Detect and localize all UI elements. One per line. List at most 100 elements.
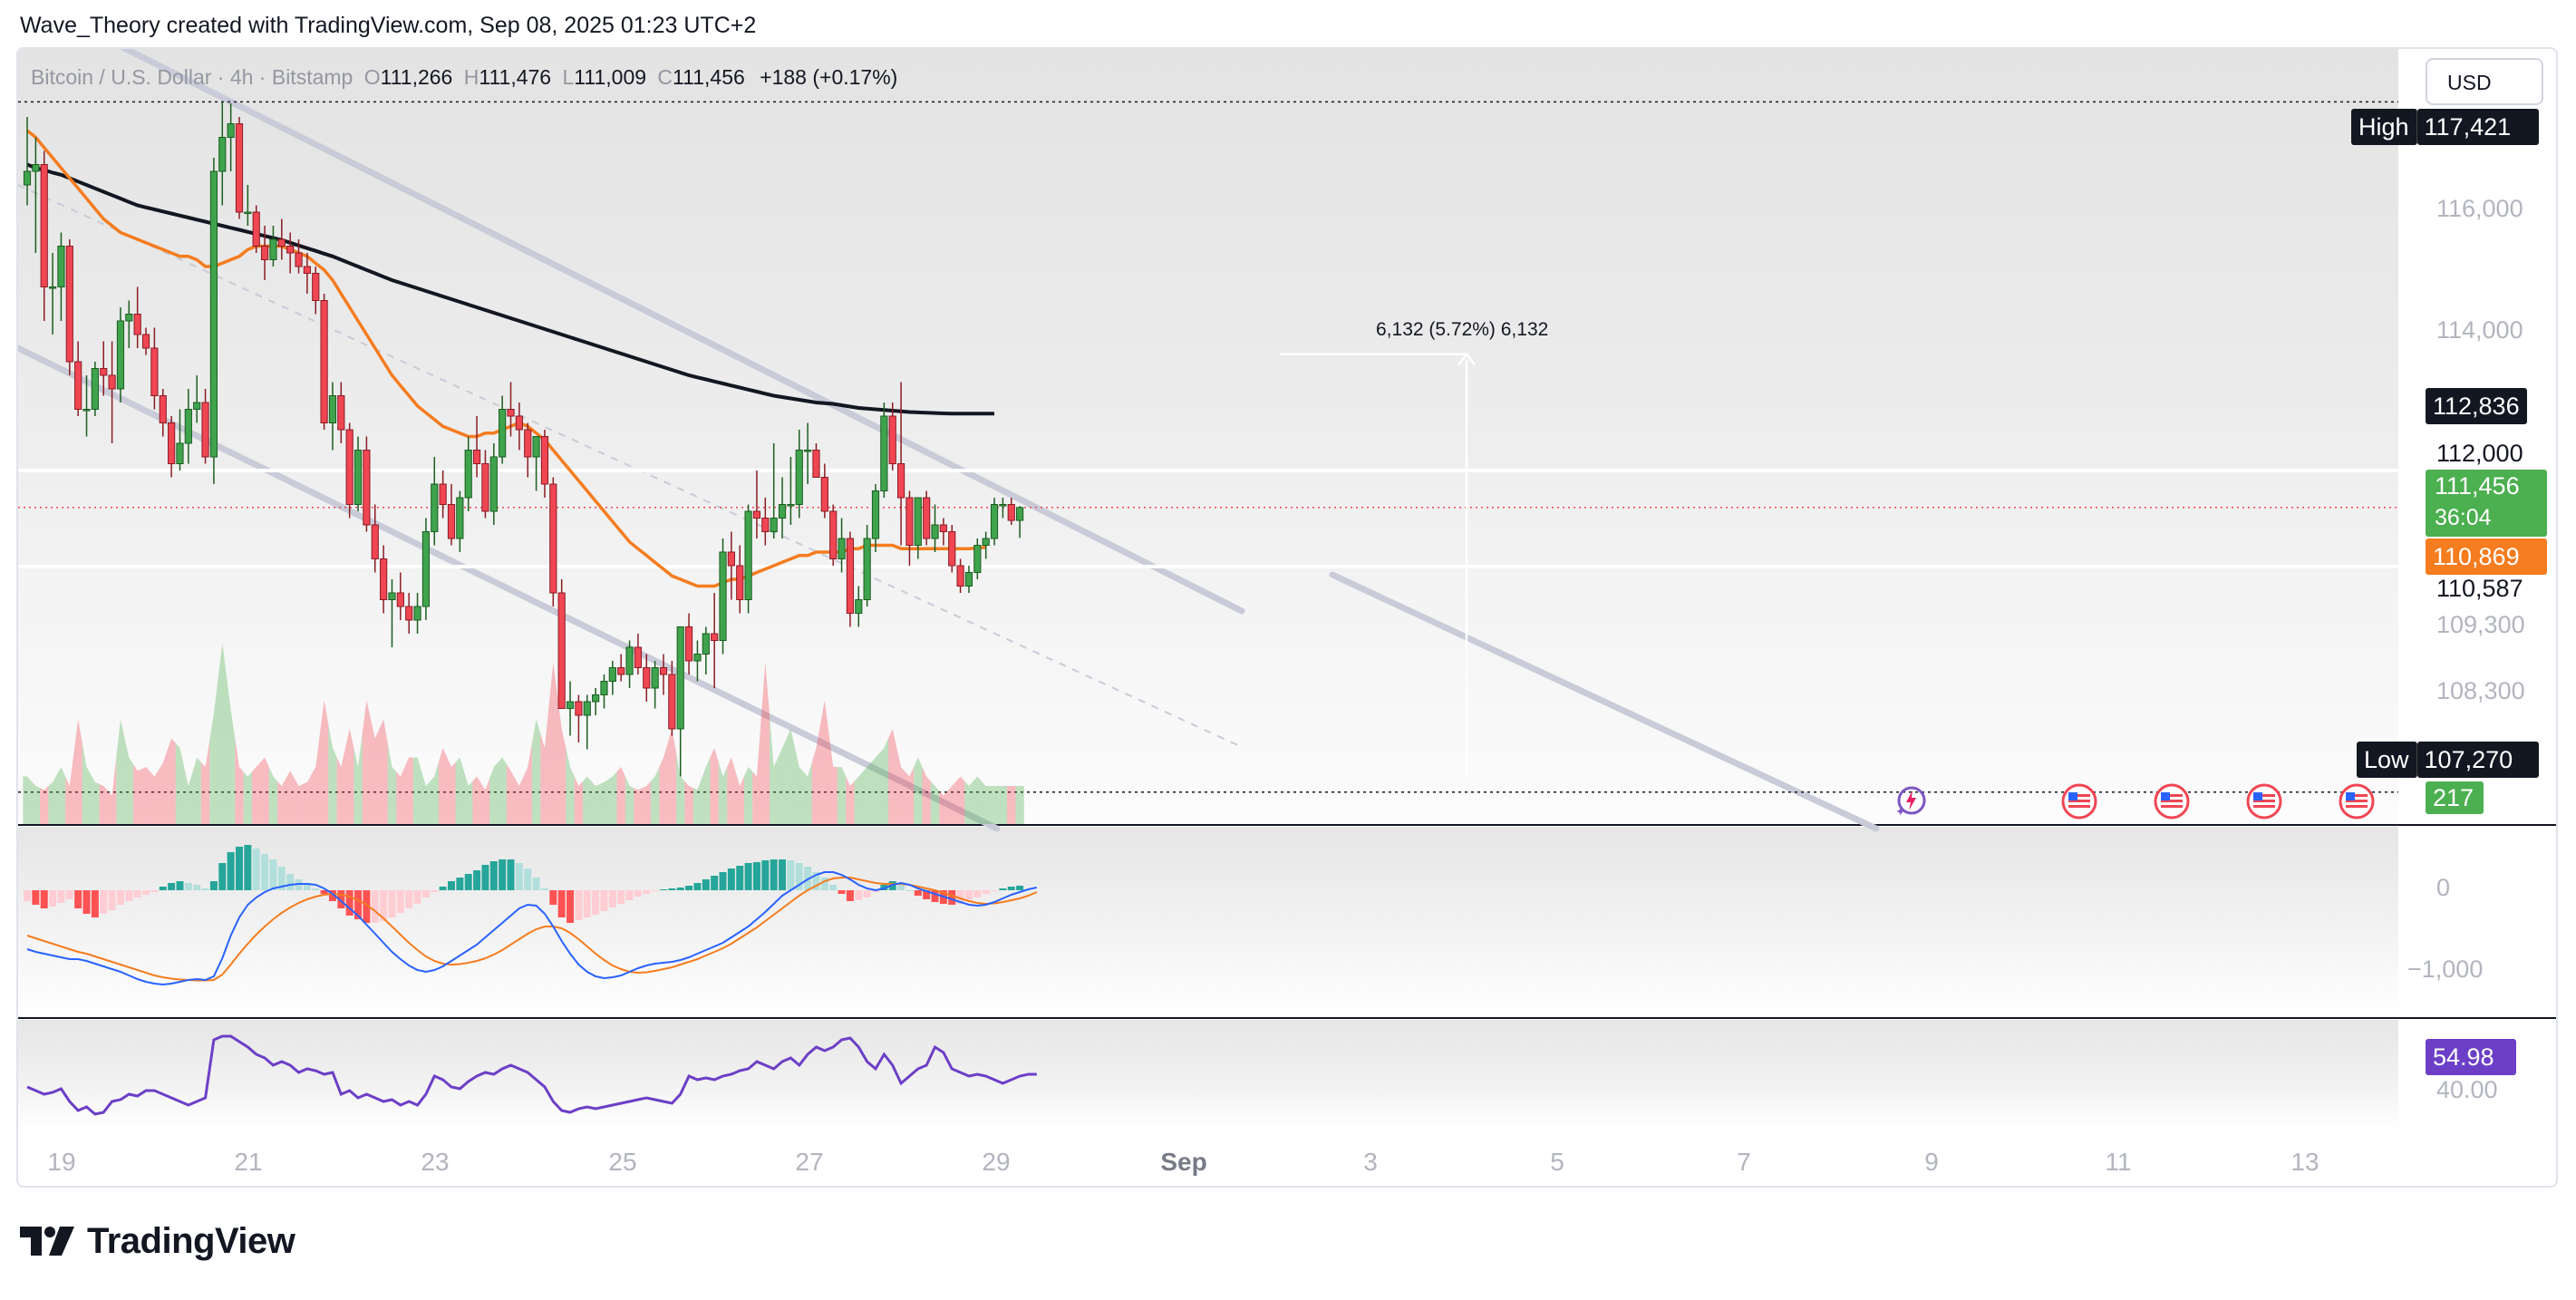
volume-bar [735,771,744,824]
macd-histogram-bar [711,876,719,890]
macd-histogram-bar [74,890,82,908]
candle [57,232,65,321]
volume-bar [820,700,829,824]
volume-bar [608,771,617,824]
volume-bar [209,678,218,824]
candle [838,518,846,573]
flash-event-icon[interactable]: ✦ [1893,783,1927,819]
macd-histogram-bar [354,890,363,919]
candle-body [464,450,472,499]
macd-histogram-bar [236,847,243,890]
candle-body [303,266,311,274]
macd-histogram-bar [24,890,31,901]
volume-bar [846,776,855,824]
volume-bar [591,781,600,824]
candle-body [91,368,99,410]
candle-body [540,436,549,485]
macd-histogram-bar [439,887,447,890]
candle [948,525,956,573]
volume-bar [702,757,711,824]
volume-bar [235,738,244,824]
volume-bar [328,723,337,824]
candle [651,661,659,709]
volume-bar [710,748,719,824]
candle-body [863,538,871,600]
candle [795,430,803,519]
candle-body [472,450,481,464]
pane-divider-rsi[interactable] [18,1017,2556,1019]
price-pane[interactable] [18,49,2398,824]
volume-bar [200,740,210,824]
macd-histogram-bar [549,890,557,905]
volume-bar [727,757,736,824]
chart-frame[interactable]: Bitcoin / U.S. Dollar · 4h · Bitstamp O1… [16,47,2558,1188]
candle-body [489,456,498,512]
volume-bar [982,781,991,824]
macd-histogram-bar [116,890,124,905]
candle-body [371,524,379,559]
horizontal-levels [18,101,2398,793]
chart-canvas[interactable] [18,49,2558,1188]
channel-upper-line [119,49,1245,615]
candle [116,307,125,403]
rsi-pane[interactable] [18,1020,2398,1129]
candle-body [880,415,888,491]
candle-body [524,429,532,458]
volume-bar [998,786,1008,824]
candle-body [651,667,659,689]
volume-bar [107,757,117,824]
macd-histogram-bar [269,859,277,890]
macd-histogram-bar [744,863,752,890]
us-flag-icon[interactable] [2061,783,2097,820]
candle-body [405,606,413,621]
candle-body [592,694,600,703]
candle-body [286,246,295,254]
volume-bar [472,776,481,824]
volume-bar [73,719,82,824]
macd-histogram-bar [787,860,795,890]
tradingview-logo[interactable]: TradingView [20,1220,295,1262]
candle [736,545,744,614]
rsi-line [26,1034,1037,1116]
candle [176,409,184,471]
candle-body [643,667,651,689]
candle-body [973,545,982,573]
time-tick: Sep [1160,1148,1207,1176]
candle [804,422,812,484]
macd-histogram-bar [736,866,744,890]
candle [939,518,947,546]
candle-body [244,211,252,214]
candle [973,538,982,579]
macd-histogram-bar [770,859,778,890]
candle [557,579,566,709]
us-flag-icon[interactable] [2339,783,2375,820]
candle [855,586,863,627]
volume-bar [905,767,915,824]
volume-bar [803,762,812,824]
candle-body [575,701,583,716]
us-flag-icon[interactable] [2154,783,2190,820]
macd-histogram-bar [507,859,515,890]
macd-histogram-bar [752,862,760,890]
candle-body [532,436,540,458]
volume-bar [506,763,516,824]
pane-divider-macd[interactable] [18,824,2556,826]
macd-histogram-bar [779,859,787,890]
us-flag-icon[interactable] [2246,783,2282,820]
volume-bar [489,762,499,824]
macd-pane[interactable] [18,827,2398,1017]
volume-bar [319,700,329,824]
macd-histogram-bar [931,890,939,902]
candle-body [676,626,684,730]
candle-body [905,497,914,546]
candle [472,416,481,478]
currency-button[interactable]: USD [2426,58,2543,105]
candle [125,300,133,348]
macd-histogram-bar [456,878,464,890]
time-tick: 3 [1363,1148,1378,1176]
candle-body [990,504,999,539]
candle-body [380,558,388,600]
macd-histogram-bar [515,863,523,890]
candle [168,416,176,478]
macd-histogram-bar [218,863,227,890]
